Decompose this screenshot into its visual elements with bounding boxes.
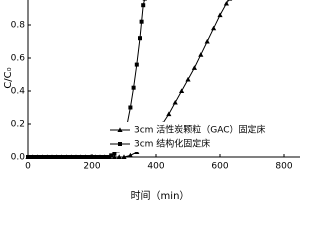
- data-point: [26, 155, 30, 159]
- y-tick-label: 0.4: [11, 87, 26, 97]
- y-tick-label: 0.2: [11, 120, 25, 130]
- data-point: [127, 152, 133, 158]
- data-point: [29, 155, 34, 159]
- y-tick-label: 0.6: [11, 54, 26, 64]
- data-point: [35, 155, 40, 159]
- chart: C/C₀ 时间（min） 0.0 0.2 0.4 0.6 0.8 0 200 400 600 80…: [3, 0, 300, 200]
- data-point: [172, 99, 178, 105]
- data-point: [74, 155, 78, 159]
- data-point: [51, 155, 56, 159]
- data-point: [70, 155, 75, 159]
- data-point: [185, 76, 191, 82]
- data-point: [77, 155, 82, 159]
- x-tick-label: 200: [83, 162, 100, 172]
- data-point: [116, 154, 122, 159]
- data-point: [86, 155, 91, 159]
- data-point: [99, 155, 104, 159]
- data-point: [179, 88, 185, 93]
- legend-box: [108, 122, 298, 152]
- data-point: [227, 0, 233, 1]
- legend-label: 3cm 结构化固定床: [134, 138, 210, 150]
- data-point: [80, 155, 85, 159]
- y-tick-label: 0.0: [11, 153, 26, 163]
- legend-marker: [118, 142, 122, 146]
- data-point: [109, 153, 114, 158]
- data-point: [217, 12, 223, 18]
- data-point: [102, 155, 107, 159]
- data-point: [166, 111, 172, 117]
- data-point: [67, 155, 72, 159]
- x-tick-label: 0: [25, 162, 31, 172]
- data-point: [93, 155, 98, 159]
- data-point: [191, 65, 197, 70]
- y-axis-label: C/C₀: [3, 67, 14, 88]
- x-tick-label: 400: [147, 162, 164, 172]
- data-point: [54, 155, 59, 159]
- data-point: [139, 19, 144, 24]
- x-tick-label: 800: [275, 162, 292, 172]
- legend-label: 3cm 活性炭颗粒（GAC）固定床: [134, 124, 266, 136]
- legend-marker: [117, 127, 123, 132]
- data-point: [32, 155, 37, 159]
- data-point: [138, 36, 142, 41]
- data-point: [111, 154, 117, 159]
- data-point: [198, 52, 204, 57]
- data-point: [128, 105, 133, 110]
- data-point: [58, 155, 62, 159]
- data-point: [121, 154, 127, 159]
- data-point: [141, 3, 146, 8]
- data-point: [61, 155, 66, 159]
- data-point: [204, 38, 210, 44]
- data-point: [106, 155, 110, 159]
- x-axis-label: 时间（min）: [131, 189, 190, 200]
- data-point: [42, 155, 46, 159]
- data-point: [142, 0, 147, 1]
- data-point: [64, 155, 69, 159]
- data-point: [45, 155, 50, 159]
- data-point: [96, 155, 101, 159]
- data-point: [134, 62, 139, 67]
- data-point: [131, 85, 136, 90]
- data-point: [211, 25, 217, 31]
- x-tick-label: 600: [211, 162, 228, 172]
- data-point: [38, 155, 43, 159]
- data-point: [112, 151, 117, 156]
- data-point: [90, 155, 94, 159]
- data-point: [48, 155, 53, 159]
- y-tick-label: 0.8: [11, 21, 26, 31]
- data-point: [83, 155, 88, 159]
- data-point: [223, 0, 229, 6]
